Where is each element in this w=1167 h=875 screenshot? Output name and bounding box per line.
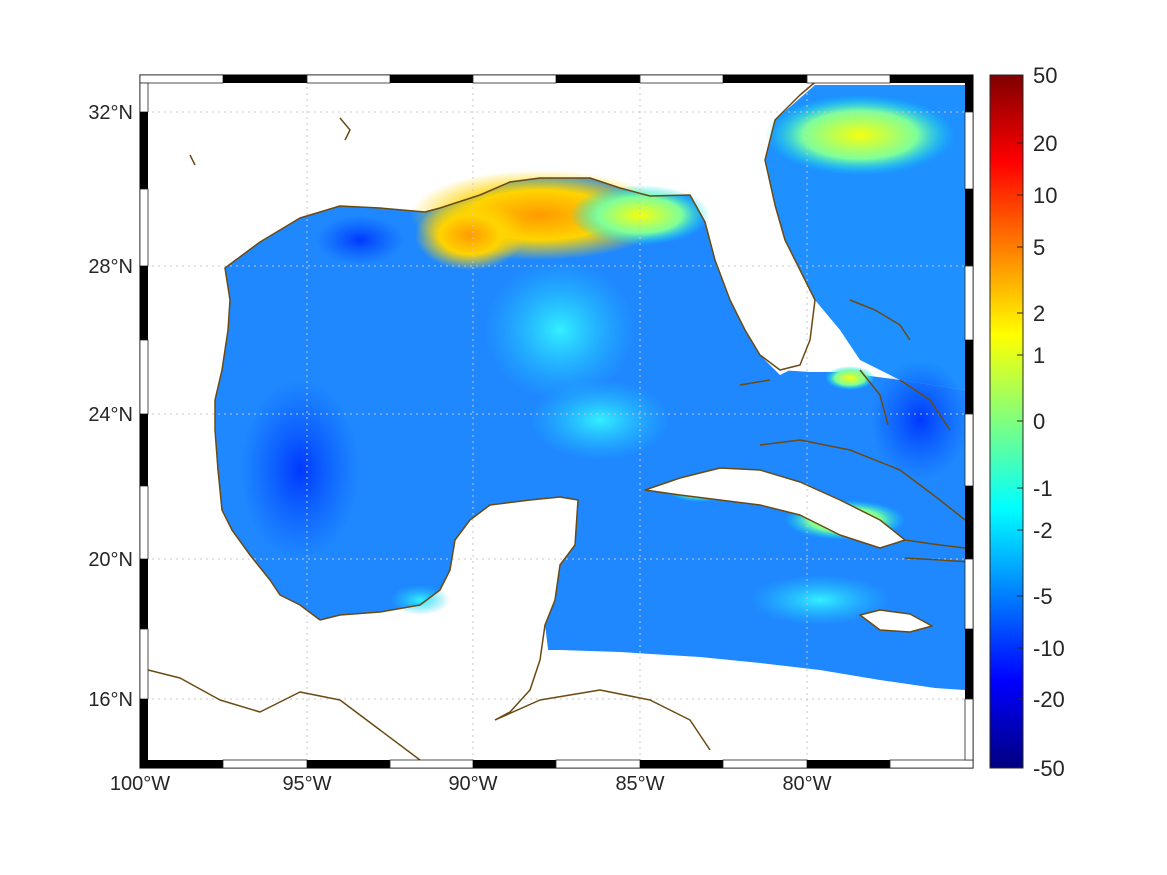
colorbar-label-20: 20 (1033, 131, 1057, 156)
colorbar-label-neg1: -1 (1033, 476, 1053, 501)
yucatan-land (455, 497, 578, 700)
lon-tick-80w: 80°W (782, 773, 831, 795)
colorbar-label-50: 50 (1033, 63, 1057, 88)
lat-tick-24n: 24°N (88, 404, 133, 426)
colorbar-label-10: 10 (1033, 183, 1057, 208)
lat-tick-32n: 32°N (88, 102, 133, 124)
map-frame (139, 74, 974, 769)
colorbar: 50 20 10 5 2 1 0 -1 -2 -5 -10 -20 -50 (989, 63, 1065, 781)
lon-tick-85w: 85°W (615, 773, 664, 795)
colorbar-label-1: 1 (1033, 343, 1045, 368)
jamaica-land (860, 610, 932, 632)
lat-tick-28n: 28°N (88, 256, 133, 278)
data-field (215, 85, 970, 700)
colorbar-label-neg50: -50 (1033, 756, 1065, 781)
colorbar-label-neg5: -5 (1033, 584, 1053, 609)
lon-tick-90w: 90°W (448, 773, 497, 795)
colorbar-label-2: 2 (1033, 301, 1045, 326)
colorbar-label-neg2: -2 (1033, 518, 1053, 543)
lat-tick-16n: 16°N (88, 689, 133, 711)
colorbar-label-neg20: -20 (1033, 687, 1065, 712)
colorbar-label-5: 5 (1033, 235, 1045, 260)
lat-tick-20n: 20°N (88, 549, 133, 571)
lon-tick-95w: 95°W (282, 773, 331, 795)
colorbar-label-neg10: -10 (1033, 636, 1065, 661)
florida-land (705, 160, 815, 375)
graticule (140, 75, 973, 768)
colorbar-label-0: 0 (1033, 409, 1045, 434)
lon-tick-labels: 100°W 95°W 90°W 85°W 80°W (110, 773, 832, 795)
coastlines (140, 77, 971, 761)
lon-tick-100w: 100°W (110, 773, 170, 795)
lat-tick-labels: 32°N 28°N 24°N 20°N 16°N (88, 102, 133, 711)
